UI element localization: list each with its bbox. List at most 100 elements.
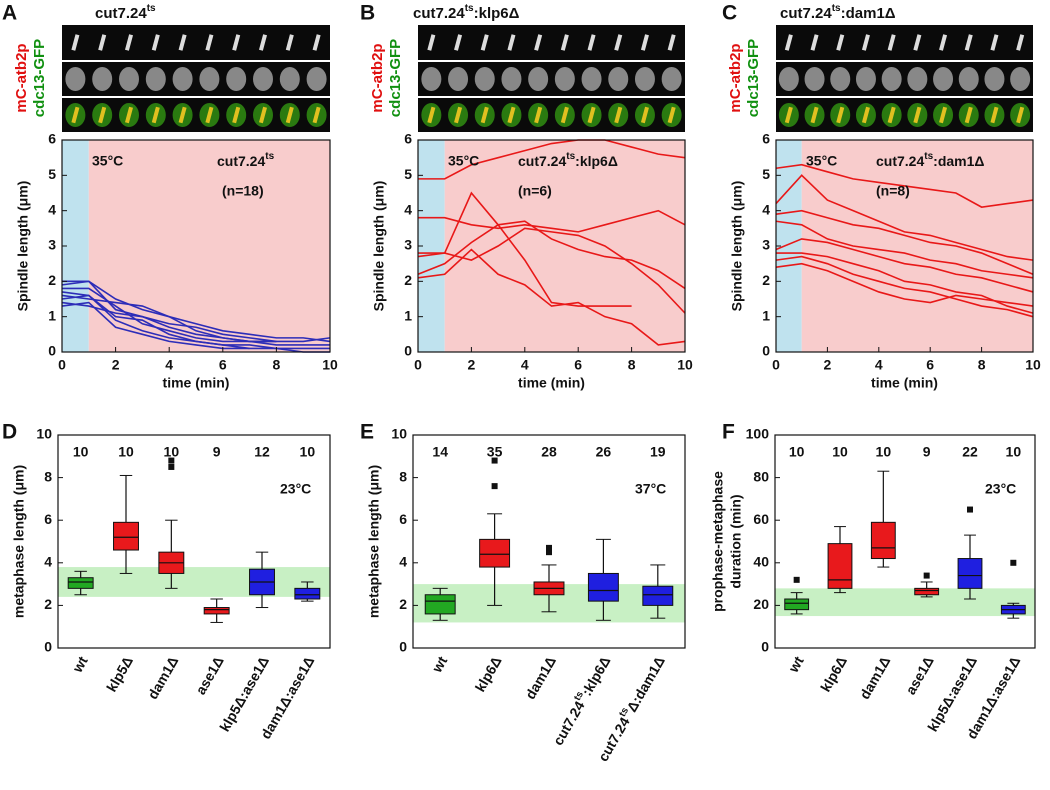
temperature-region [801, 140, 1033, 352]
y-tick-label: 0 [761, 639, 769, 655]
merge-spindle [454, 106, 463, 124]
n-note: (n=8) [876, 183, 910, 199]
n-label: 10 [300, 444, 316, 460]
spindle-image [151, 34, 160, 51]
y-tick-label: 6 [44, 511, 52, 527]
temperature-note: 35°C [92, 153, 123, 169]
temperature-note: 23°C [985, 481, 1016, 497]
merge-spindle [810, 106, 819, 124]
outlier [793, 576, 800, 583]
x-tick-label-part: dam1Δ [144, 653, 181, 701]
panel-letter: E [360, 421, 374, 444]
strain-note-part: cut7.24 [518, 153, 566, 169]
nucleus-image [778, 67, 799, 91]
x-tick-label: 10 [322, 357, 338, 373]
temperature-note: 35°C [448, 153, 479, 169]
merge-spindle [836, 106, 845, 124]
nucleus-image [881, 67, 902, 91]
spindle-image [913, 34, 922, 51]
y-tick-label: 2 [44, 596, 52, 612]
data-line [775, 163, 1034, 208]
n-label: 35 [487, 444, 503, 460]
merge-spindle [1016, 106, 1025, 124]
y-tick-label: 60 [753, 511, 769, 527]
x-tick-label: wt [428, 653, 450, 676]
temperature-region [444, 140, 685, 352]
spindle-image [178, 34, 187, 51]
y-tick-label: 8 [399, 468, 407, 484]
spindle-image [887, 34, 896, 51]
data-line [417, 220, 686, 290]
x-tick-label-part: :klp6Δ [578, 653, 613, 698]
outlier [168, 457, 175, 464]
x-tick-label: cut7.24ts:klp6Δ [548, 653, 613, 748]
y-tick-label: 0 [399, 639, 407, 655]
spindle-image [939, 34, 948, 51]
box [587, 572, 619, 602]
temperature-note: 35°C [806, 153, 837, 169]
merge-spindle [205, 106, 214, 124]
merge-spindle [939, 106, 948, 124]
merge-spindle [312, 106, 321, 124]
chart-title: cut7.24ts:klp6Δ [413, 3, 520, 22]
x-tick-label: 0 [772, 357, 780, 373]
box [203, 607, 230, 615]
x-tick-label: ase1Δ [902, 653, 936, 697]
nucleus-image [830, 67, 851, 91]
nucleus-image [804, 67, 825, 91]
nucleus-image [253, 67, 273, 91]
x-tick-label: 8 [273, 357, 281, 373]
reference-band [775, 588, 1035, 617]
strain-note-part: ts [265, 151, 274, 162]
x-tick-label-part: dam1Δ [856, 653, 893, 701]
micrograph-strip [776, 25, 1033, 60]
merge-spindle [667, 106, 676, 124]
y-tick-label: 10 [391, 426, 407, 442]
nucleus-image [199, 67, 220, 91]
data-line [61, 301, 330, 353]
x-tick-label-part: cut7.24 [549, 698, 587, 748]
data-line [418, 139, 686, 180]
box [642, 585, 674, 606]
n-label: 22 [962, 444, 978, 460]
nucleus-image [306, 67, 327, 91]
y-tick-label: 1 [762, 307, 770, 323]
x-tick-label: ase1Δ [192, 653, 226, 697]
temperature-region [88, 140, 330, 352]
chart-title-part: :dam1Δ [841, 5, 896, 22]
x-tick-label: 4 [875, 357, 883, 373]
y-tick-label: 8 [44, 468, 52, 484]
nucleus-image [661, 67, 682, 91]
y-tick-label: 0 [48, 343, 56, 359]
chart-title: cut7.24ts:dam1Δ [780, 3, 896, 22]
nucleus-image [581, 67, 602, 91]
y-tick-label: 2 [399, 596, 407, 612]
y-axis-label: prophase-metaphase [710, 471, 726, 612]
merge-spindle [507, 106, 516, 124]
spindle-image [560, 34, 569, 51]
outlier [546, 549, 552, 556]
nucleus-image [172, 67, 193, 91]
spindle-image [71, 34, 80, 51]
data-line [775, 220, 1034, 279]
box [914, 587, 940, 596]
temperature-note: 37°C [635, 481, 666, 497]
spindle-image [614, 34, 623, 51]
x-tick-label: 6 [926, 357, 934, 373]
spindle-image [507, 34, 516, 51]
outlier [491, 457, 498, 464]
n-label: 10 [73, 444, 89, 460]
x-tick-label: dam1Δ [522, 653, 559, 701]
data-line [62, 287, 330, 346]
chart-title-part: cut7.24 [413, 5, 465, 22]
box [67, 577, 94, 589]
nucleus-image [145, 67, 166, 91]
outlier [168, 463, 175, 470]
nucleus-image [554, 67, 575, 91]
y-tick-label: 2 [762, 272, 770, 288]
micrograph-strip [418, 25, 685, 60]
x-tick-label: 4 [165, 357, 173, 373]
x-axis-label: time (min) [518, 375, 585, 391]
x-axis-label: time (min) [163, 375, 230, 391]
outlier [1010, 559, 1017, 566]
